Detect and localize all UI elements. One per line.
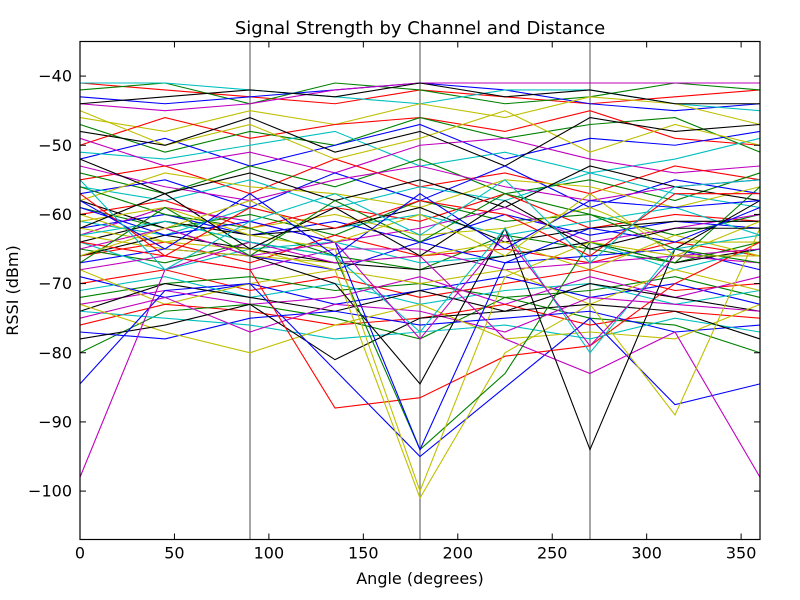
series-line-59 [79,227,761,347]
series-line-21 [79,158,761,209]
y-tick-label: −60 [38,205,72,224]
x-tick-label: 350 [726,544,757,563]
series-line-16 [79,158,761,202]
x-tick-label: 250 [537,544,568,563]
y-axis: −40 −50 −60 −70 −80 −90 −100 [28,67,760,501]
series-line-12 [79,137,761,174]
x-tick-label: 100 [254,544,285,563]
x-tick-label: 200 [443,544,474,563]
y-tick-label: −70 [38,274,72,293]
chart-title: Signal Strength by Channel and Distance [235,18,605,39]
series-line-19 [79,165,761,202]
series-line-13 [79,110,761,160]
series-line-7 [79,82,760,105]
series-line-49 [79,303,761,361]
y-tick-label: −90 [38,412,72,431]
x-tick-label: 50 [164,544,184,563]
series-line-48 [79,303,761,354]
series-line-62 [79,193,761,257]
x-axis: 0 50 100 150 200 250 300 350 [75,41,757,563]
x-tick-label: 0 [75,544,85,563]
series-layer [79,82,761,500]
x-tick-label: 300 [631,544,662,563]
series-line-64 [79,192,760,257]
series-line-41 [79,269,761,305]
plot-area-frame [79,40,761,541]
y-tick-label: −100 [28,482,72,501]
series-line-65 [79,179,761,271]
series-line-50 [79,283,761,458]
series-line-61 [79,193,761,264]
series-line-22 [79,193,761,229]
y-tick-label: −80 [38,343,72,362]
series-line-32 [79,241,761,271]
series-line-56 [79,206,761,493]
y-tick-label: −50 [38,136,72,155]
series-line-2 [79,82,761,105]
series-line-28 [79,206,760,243]
y-tick-label: −40 [38,67,72,86]
series-line-10 [79,123,761,167]
series-line-18 [79,172,761,209]
x-tick-label: 150 [348,544,379,563]
series-line-60 [79,193,760,257]
series-line-52 [79,241,761,409]
series-line-9 [79,117,761,153]
series-line-40 [79,276,761,305]
series-line-53 [79,227,761,500]
series-line-58 [79,220,761,354]
y-axis-label: RSSI (dBm) [3,245,22,335]
series-line-47 [79,296,761,333]
series-line-14 [79,116,761,167]
x-axis-label: Angle (degrees) [356,569,484,588]
